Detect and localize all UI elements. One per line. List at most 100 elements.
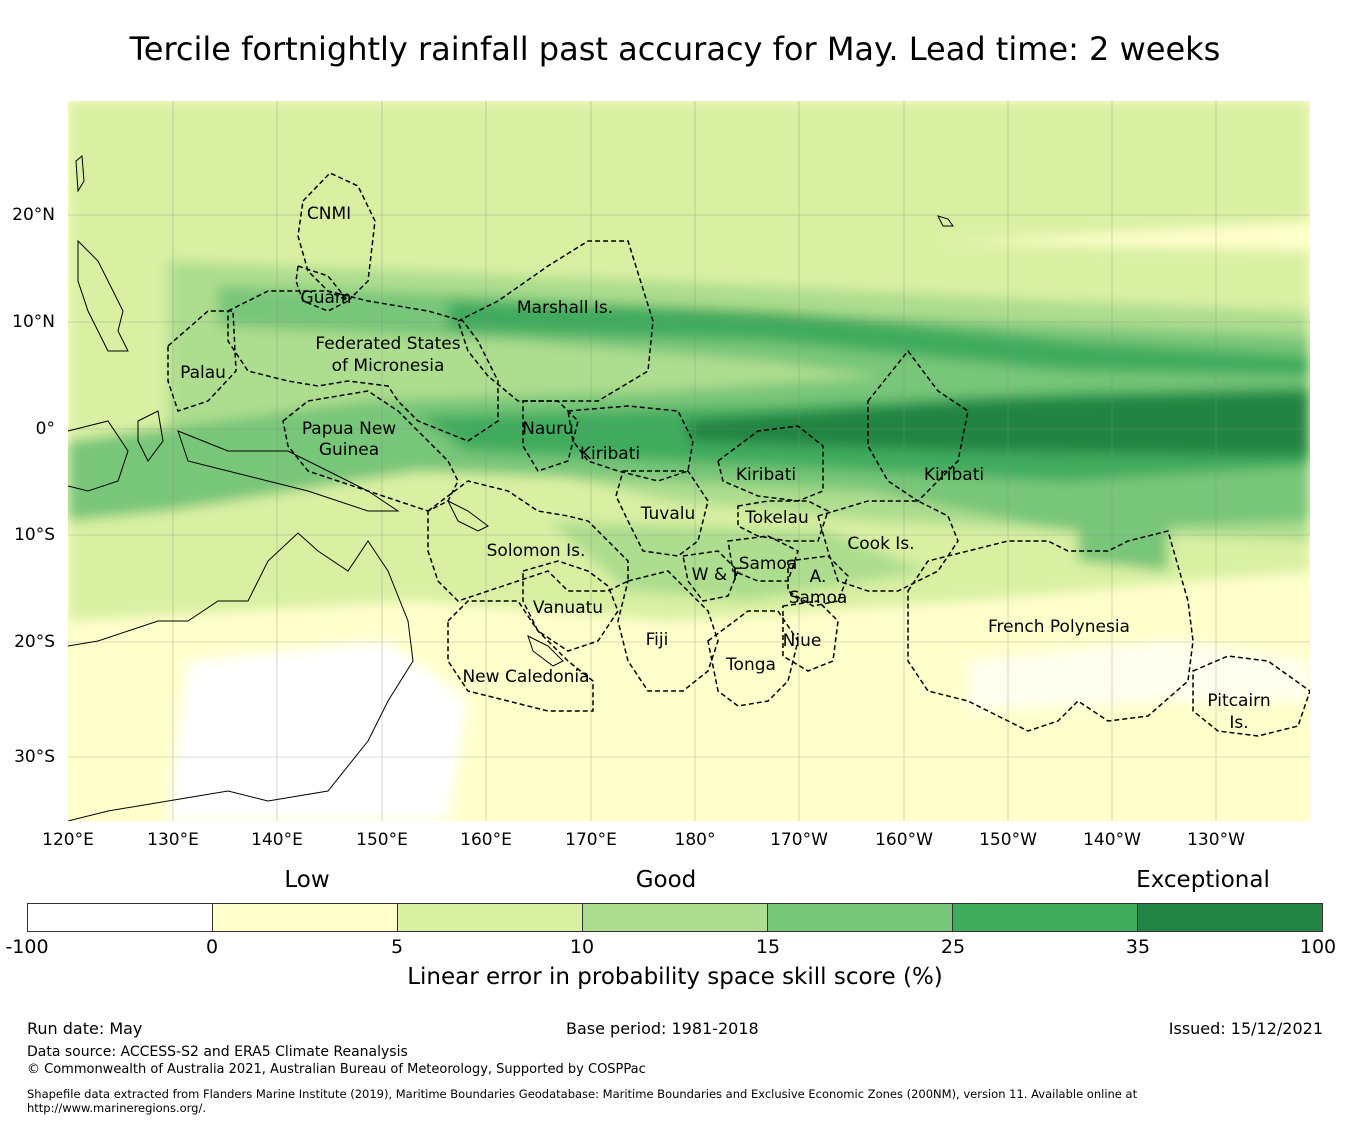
run-date: Run date: May bbox=[27, 1019, 143, 1038]
label-nauru: Nauru bbox=[522, 419, 574, 439]
eez-png bbox=[282, 390, 459, 512]
colorbar-segment bbox=[1138, 904, 1322, 931]
australia-coast bbox=[68, 532, 414, 821]
label-kiribati-phoenix: Kiribati bbox=[736, 465, 796, 485]
colorbar bbox=[27, 903, 1323, 932]
colorbar-label: Linear error in probability space skill … bbox=[407, 964, 943, 990]
region-labels: CNMI Guam Marshall Is. Federated States … bbox=[180, 204, 1271, 733]
eez-boundaries bbox=[167, 172, 1310, 737]
gridlines bbox=[68, 101, 1310, 821]
label-tokelau: Tokelau bbox=[744, 508, 809, 528]
eez-tokelau bbox=[737, 500, 829, 542]
hawaii-coast bbox=[937, 215, 954, 227]
area-white-east bbox=[968, 641, 1310, 711]
lat-tick: 20°S bbox=[14, 632, 55, 652]
shapefile-note: Shapefile data extracted from Flanders M… bbox=[27, 1087, 1138, 1115]
lat-tick: 10°N bbox=[12, 312, 55, 332]
eez-niue bbox=[782, 600, 839, 672]
label-cnmi: CNMI bbox=[307, 204, 351, 224]
label-vanuatu: Vanuatu bbox=[533, 598, 603, 618]
label-am-samoa-1: A. bbox=[810, 567, 827, 587]
eez-new-caledonia bbox=[447, 600, 594, 712]
colorbar-tick: 0 bbox=[205, 936, 219, 958]
band-very-strong-north bbox=[448, 301, 1310, 376]
lon-tick: 180° bbox=[674, 830, 716, 850]
base-period: Base period: 1981-2018 bbox=[566, 1019, 759, 1038]
colorbar-tick: 15 bbox=[755, 936, 781, 958]
philippines-coast bbox=[77, 239, 129, 352]
new-guinea-coast bbox=[177, 430, 400, 512]
copyright: © Commonwealth of Australia 2021, Austra… bbox=[27, 1062, 646, 1077]
eez-fsm bbox=[227, 290, 499, 442]
eez-french-polynesia bbox=[907, 530, 1194, 732]
legend-category-low: Low bbox=[284, 867, 330, 893]
label-fsm-1: Federated States bbox=[315, 334, 460, 354]
label-french-polynesia: French Polynesia bbox=[988, 617, 1130, 637]
label-tuvalu: Tuvalu bbox=[640, 504, 696, 524]
lon-tick: 150°W bbox=[979, 830, 1037, 850]
area-white-australia bbox=[168, 641, 468, 821]
eez-kiribati-line bbox=[867, 349, 969, 502]
eez-kiribati-phoenix bbox=[717, 425, 824, 502]
colorbar-tick: -100 bbox=[5, 936, 49, 958]
label-tonga: Tonga bbox=[725, 655, 776, 675]
label-marshall: Marshall Is. bbox=[517, 298, 613, 318]
eez-kiribati-gilbert bbox=[567, 405, 694, 482]
solomon-coast bbox=[446, 499, 489, 532]
label-guam: Guam bbox=[301, 288, 352, 308]
lon-tick: 170°E bbox=[565, 830, 617, 850]
lon-tick: 130°E bbox=[147, 830, 199, 850]
lon-tick: 160°E bbox=[460, 830, 512, 850]
eez-cnmi bbox=[297, 172, 376, 302]
colorbar-tick: 100 bbox=[1299, 936, 1337, 958]
taiwan-coast bbox=[75, 154, 85, 193]
lon-tick: 150°E bbox=[356, 830, 408, 850]
skill-score-map: CNMI Guam Marshall Is. Federated States … bbox=[68, 101, 1310, 821]
lat-tick: 30°S bbox=[14, 747, 55, 767]
eez-wf bbox=[682, 550, 739, 602]
label-fsm-2: of Micronesia bbox=[332, 356, 445, 376]
label-wf: W & F bbox=[692, 565, 743, 585]
sulawesi-coast bbox=[137, 410, 164, 462]
eez-palau bbox=[167, 310, 237, 412]
band-exceptional-equator bbox=[688, 391, 1310, 456]
colorbar-tick: 5 bbox=[390, 936, 404, 958]
band-polynesia-green bbox=[1078, 481, 1168, 571]
eez-american-samoa bbox=[787, 555, 849, 607]
lon-tick: 170°W bbox=[770, 830, 828, 850]
label-fiji: Fiji bbox=[646, 630, 669, 650]
eez-pitcairn bbox=[1192, 655, 1310, 737]
label-solomon: Solomon Is. bbox=[487, 541, 586, 561]
label-kiribati-gilbert: Kiribati bbox=[580, 444, 640, 464]
lon-tick: 120°E bbox=[42, 830, 94, 850]
colorbar-segment bbox=[213, 904, 398, 931]
eez-marshall bbox=[457, 240, 654, 402]
colorbar-tick: 35 bbox=[1125, 936, 1151, 958]
label-cook: Cook Is. bbox=[847, 534, 914, 554]
label-palau: Palau bbox=[180, 363, 226, 383]
legend-category-good: Good bbox=[635, 867, 697, 893]
lat-tick: 20°N bbox=[12, 205, 55, 225]
eez-fiji bbox=[617, 570, 719, 692]
label-pitcairn-1: Pitcairn bbox=[1207, 691, 1270, 711]
lon-tick: 140°E bbox=[251, 830, 303, 850]
lon-tick: 140°W bbox=[1083, 830, 1141, 850]
colorbar-segment bbox=[398, 904, 583, 931]
colorbar-tick: 25 bbox=[940, 936, 966, 958]
new-caledonia-coast bbox=[527, 635, 564, 667]
issued-date: Issued: 15/12/2021 bbox=[1168, 1019, 1323, 1038]
colorbar-segment bbox=[768, 904, 953, 931]
label-niue: Niue bbox=[783, 631, 822, 651]
label-pitcairn-2: Is. bbox=[1229, 713, 1248, 733]
colorbar-segment bbox=[28, 904, 213, 931]
eez-vanuatu bbox=[522, 560, 619, 652]
colorbar-segment bbox=[583, 904, 768, 931]
data-source: Data source: ACCESS-S2 and ERA5 Climate … bbox=[27, 1044, 408, 1060]
label-new-caledonia: New Caledonia bbox=[462, 667, 589, 687]
coastlines bbox=[68, 154, 954, 821]
colorbar-tick: 10 bbox=[569, 936, 595, 958]
eez-tonga bbox=[707, 610, 799, 707]
label-png-2: Guinea bbox=[319, 440, 379, 460]
colorbar-segment bbox=[953, 904, 1138, 931]
eez-solomon bbox=[427, 480, 629, 602]
